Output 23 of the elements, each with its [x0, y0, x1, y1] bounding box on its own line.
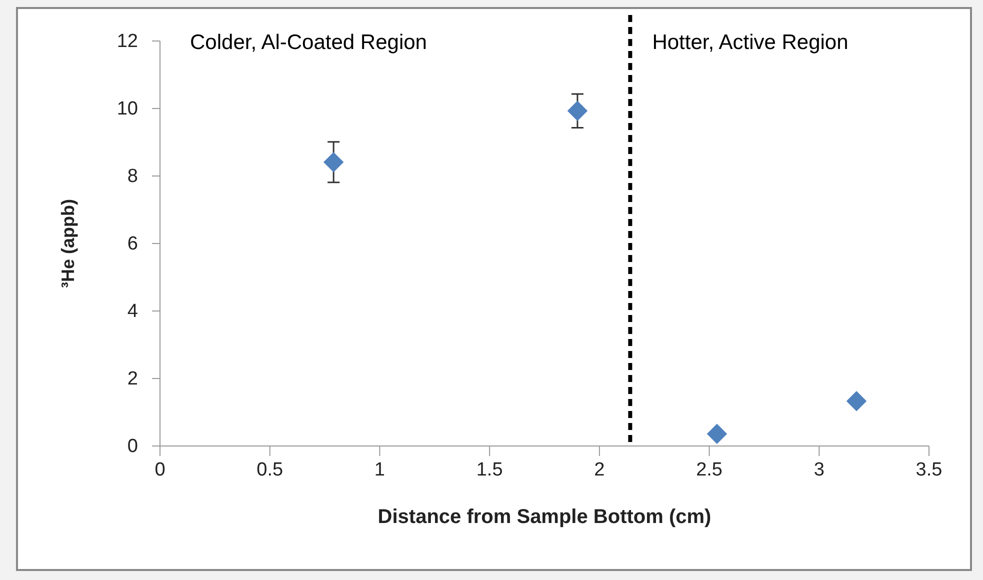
x-tick-label: 1.5: [476, 459, 503, 480]
y-tick-label: 2: [127, 368, 138, 390]
y-tick-label: 0: [127, 436, 138, 458]
x-tick-label: 0: [154, 459, 166, 480]
x-tick-label: 0.5: [256, 459, 284, 480]
annotation: Hotter, Active Region: [652, 31, 848, 54]
y-tick-label: 10: [116, 98, 138, 120]
x-tick-label: 3.5: [916, 459, 942, 480]
annotation: Colder, Al-Coated Region: [190, 31, 427, 54]
y-tick-label: 8: [127, 166, 138, 188]
point: [567, 100, 588, 121]
point: [323, 152, 344, 172]
y-tick-label: 4: [127, 301, 138, 322]
y-tick-label: 6: [127, 234, 138, 255]
x-tick-label: 1: [374, 459, 386, 480]
x-axis-title: Distance from Sample Bottom (cm): [378, 506, 712, 528]
x-tick-label: 3: [814, 459, 824, 480]
x-tick-label: 2: [594, 459, 605, 480]
y-axis-title: ³He (appb): [58, 199, 78, 288]
x-tick-label: 2.5: [696, 459, 722, 480]
point: [706, 424, 728, 444]
y-tick-label: 12: [116, 31, 138, 52]
point: [846, 391, 867, 412]
